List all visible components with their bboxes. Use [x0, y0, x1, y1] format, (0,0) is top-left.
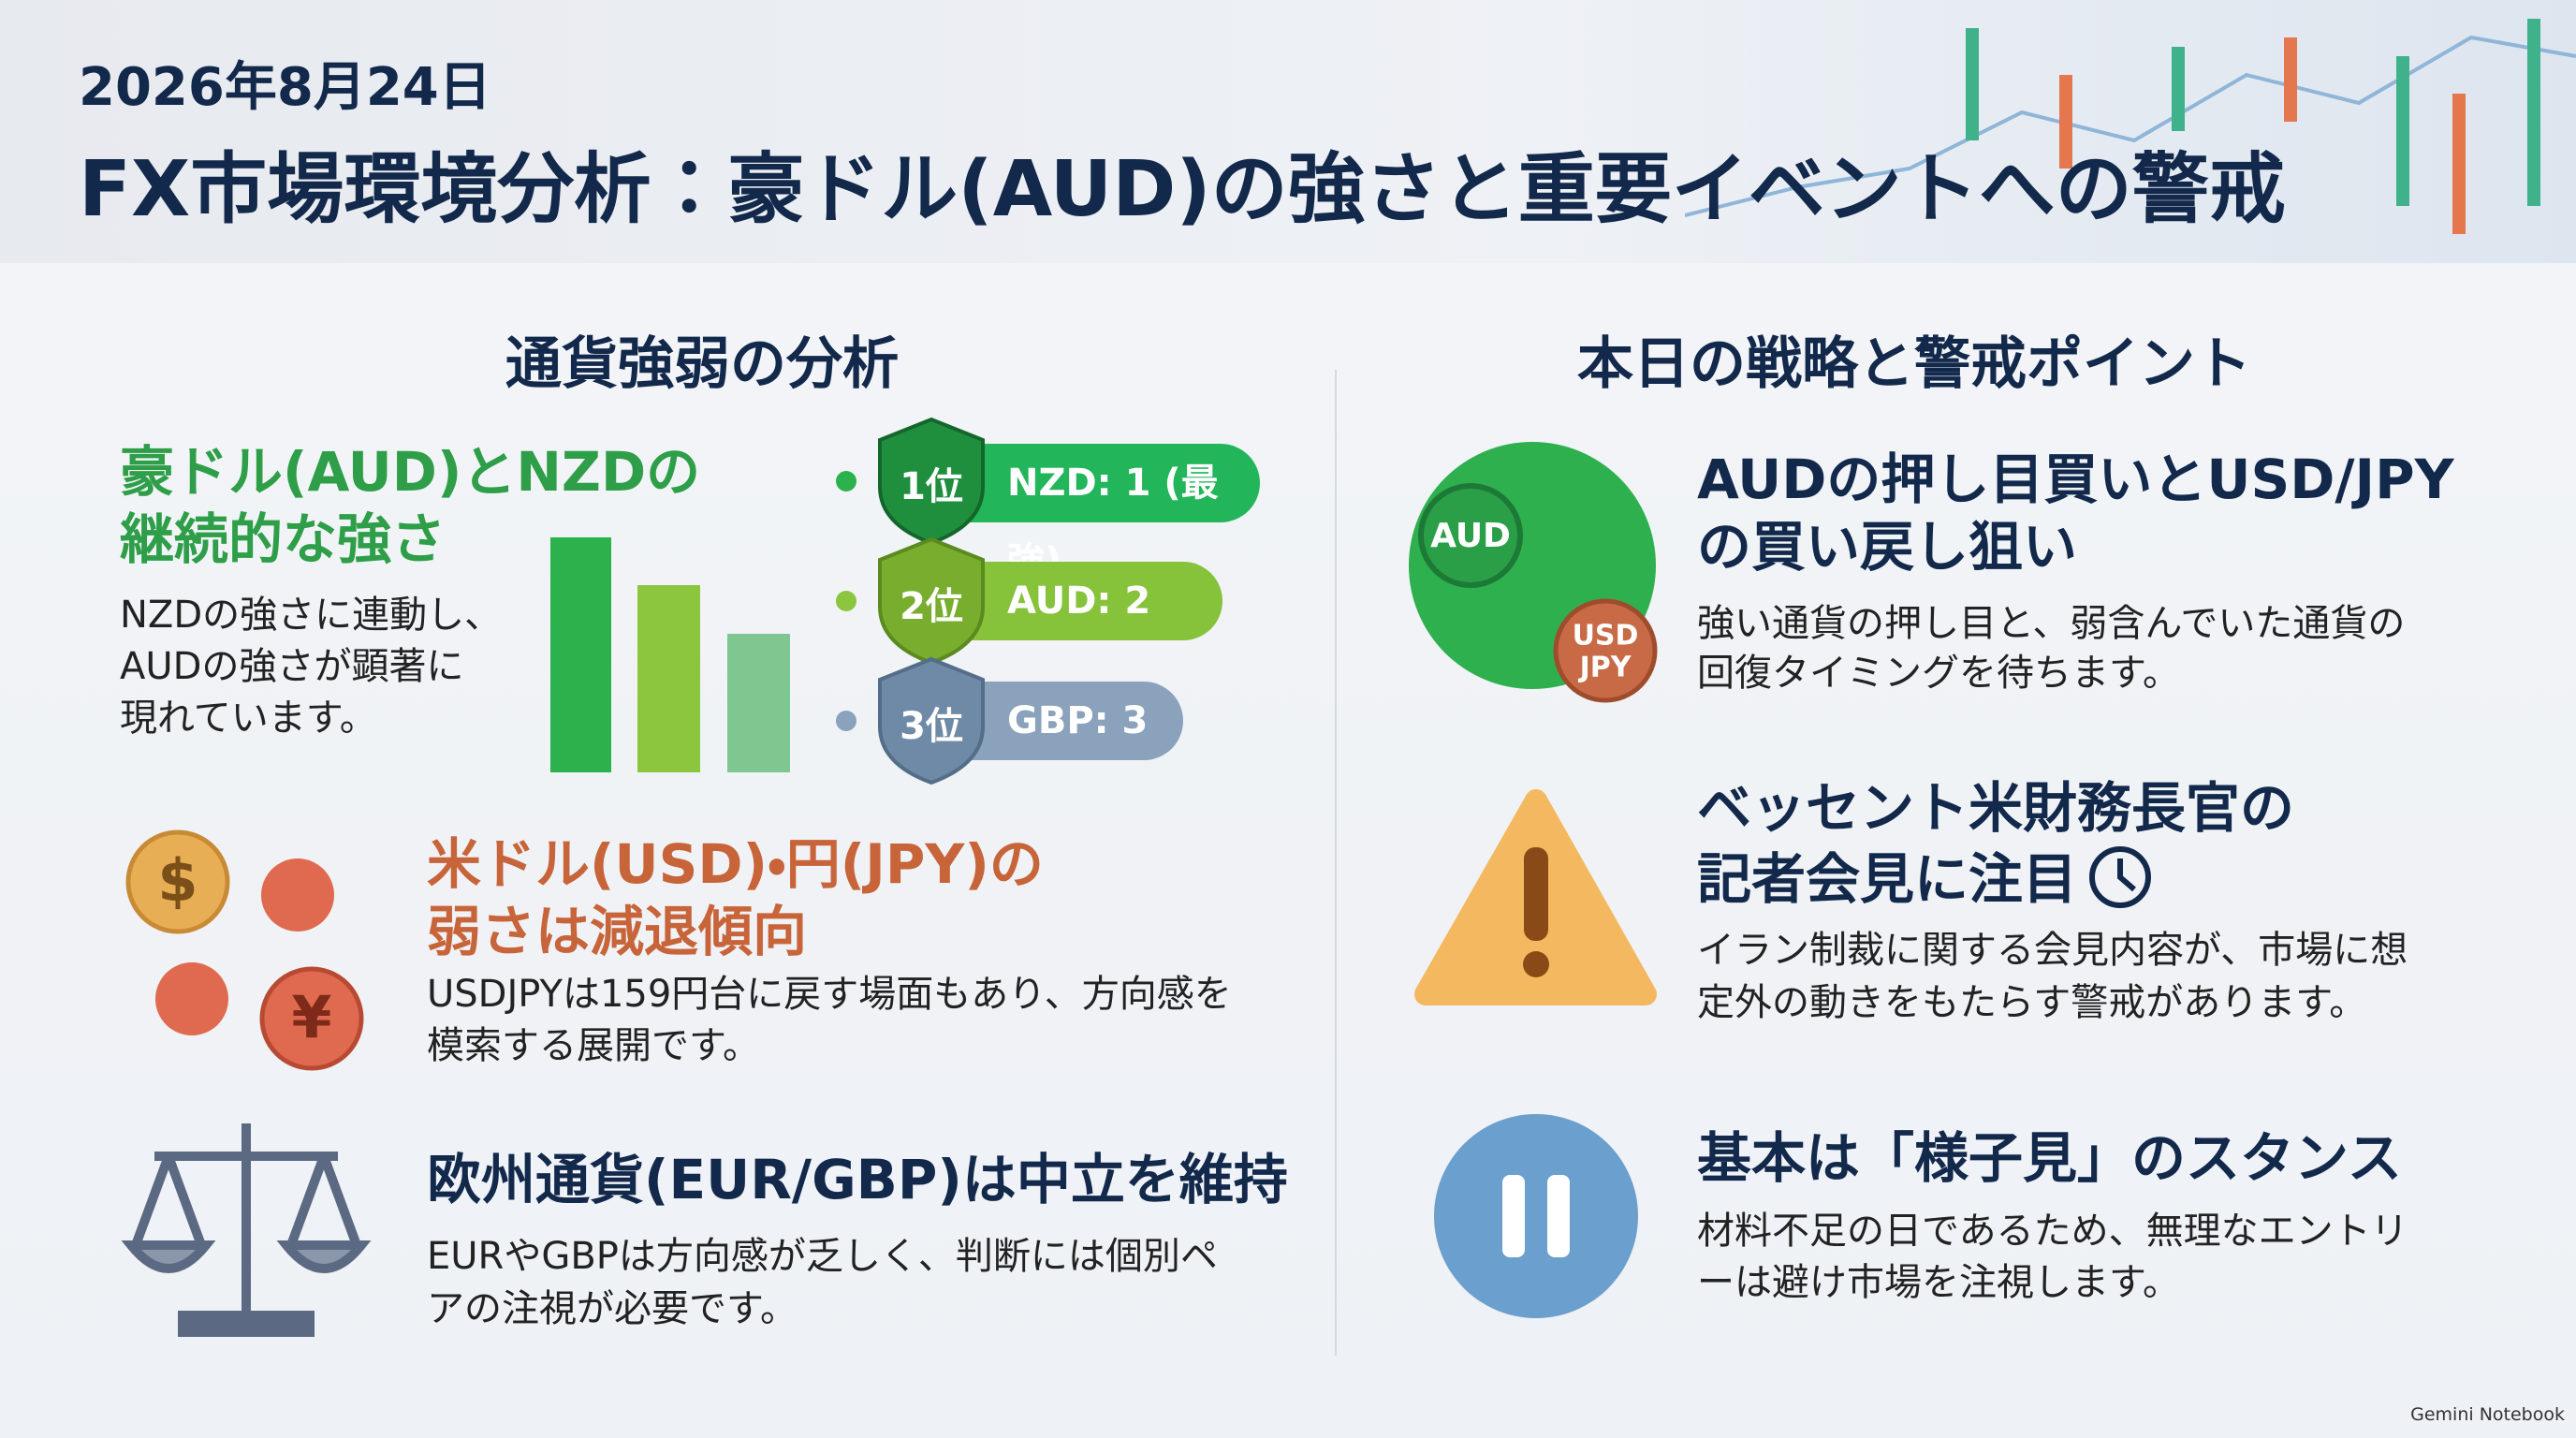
- footer-brand: Gemini Notebook: [2410, 1404, 2565, 1425]
- icon-label: USD: [1573, 620, 1639, 653]
- strength-title: 豪ドル(AUD)とNZDの: [120, 440, 701, 504]
- stance-title: 基本は「様子見」のスタンス: [1697, 1126, 2402, 1190]
- strategy-title: の買い戻し狙い: [1697, 515, 2078, 579]
- page-title: FX市場環境分析：豪ドル(AUD)の強さと重要イベントへの警戒: [79, 145, 2286, 234]
- header-chart-decoration: [1685, 19, 2576, 234]
- rank-label: AUD: 2: [1007, 580, 1151, 623]
- bar-decoration: [637, 585, 700, 772]
- weakness-body: 模索する展開です。: [427, 1024, 760, 1067]
- rank-pill: GBP: 3: [895, 682, 1183, 760]
- pause-icon: [1434, 1114, 1638, 1318]
- stance-body: 材料不足の日であるため、無理なエントリ: [1697, 1210, 2408, 1253]
- scale-icon: [121, 1123, 372, 1337]
- currency-circles: AUD USD JPY: [1409, 442, 1658, 703]
- rank-dot: [836, 711, 856, 731]
- strategy-body: 強い通貨の押し目と、弱含んでいた通貨の: [1697, 602, 2406, 645]
- event-title: 記者会見に注目: [1697, 847, 2078, 911]
- event-body: イラン制裁に関する会見内容が、市場に想: [1697, 929, 2408, 972]
- rank-label: GBP: 3: [1007, 699, 1149, 742]
- strategy-body: 回復タイミングを待ちます。: [1697, 652, 2180, 695]
- stance-body: ーは避け市場を注視します。: [1697, 1261, 2180, 1304]
- weakness-body: USDJPYは159円台に戻す場面もあり、方向感を: [427, 973, 1232, 1016]
- bar-decoration: [727, 634, 790, 772]
- europe-body: EURやGBPは方向感が乏しく、判断には個別ペ: [427, 1235, 1218, 1278]
- icon-label: AUD: [1430, 517, 1511, 555]
- bar-decoration: [550, 537, 611, 772]
- europe-title: 欧州通貨(EUR/GBP)は中立を維持: [427, 1148, 1288, 1211]
- event-body: 定外の動きをもたらす警戒があります。: [1697, 981, 2367, 1024]
- clock-icon: [2089, 846, 2151, 908]
- divider: [1335, 370, 1337, 1356]
- icon-label: JPY: [1578, 652, 1632, 684]
- strength-body: NZDの強さに連動し、: [120, 594, 503, 637]
- event-title: ベッセント米財務長官の: [1697, 776, 2295, 840]
- strength-body: 現れています。: [120, 697, 377, 740]
- coin-symbol: ¥: [291, 983, 331, 1051]
- weakness-title: 米ドル(USD)・円(JPY)の: [427, 832, 1044, 896]
- strategy-title: AUDの押し目買いとUSD/JPY: [1697, 448, 2454, 511]
- coins: $ ¥: [125, 829, 364, 1071]
- date: 2026年8月24日: [79, 57, 491, 118]
- strength-body: AUDの強さが顕著に: [120, 645, 464, 688]
- left-heading: 通貨強弱の分析: [505, 331, 899, 397]
- rank-pill: NZD: 1 (最強): [895, 444, 1260, 583]
- weakness-title: 弱さは減退傾向: [427, 900, 808, 963]
- coin-symbol: $: [157, 846, 198, 915]
- europe-body: アの注視が必要です。: [427, 1287, 798, 1330]
- rank-dot: [836, 591, 856, 611]
- right-heading: 本日の戦略と警戒ポイント: [1577, 331, 2251, 397]
- warning-icon: [1414, 789, 1657, 1005]
- rank-pill: AUD: 2: [895, 562, 1222, 640]
- strength-title: 継続的な強さ: [120, 507, 446, 571]
- rank-dot: [836, 471, 856, 492]
